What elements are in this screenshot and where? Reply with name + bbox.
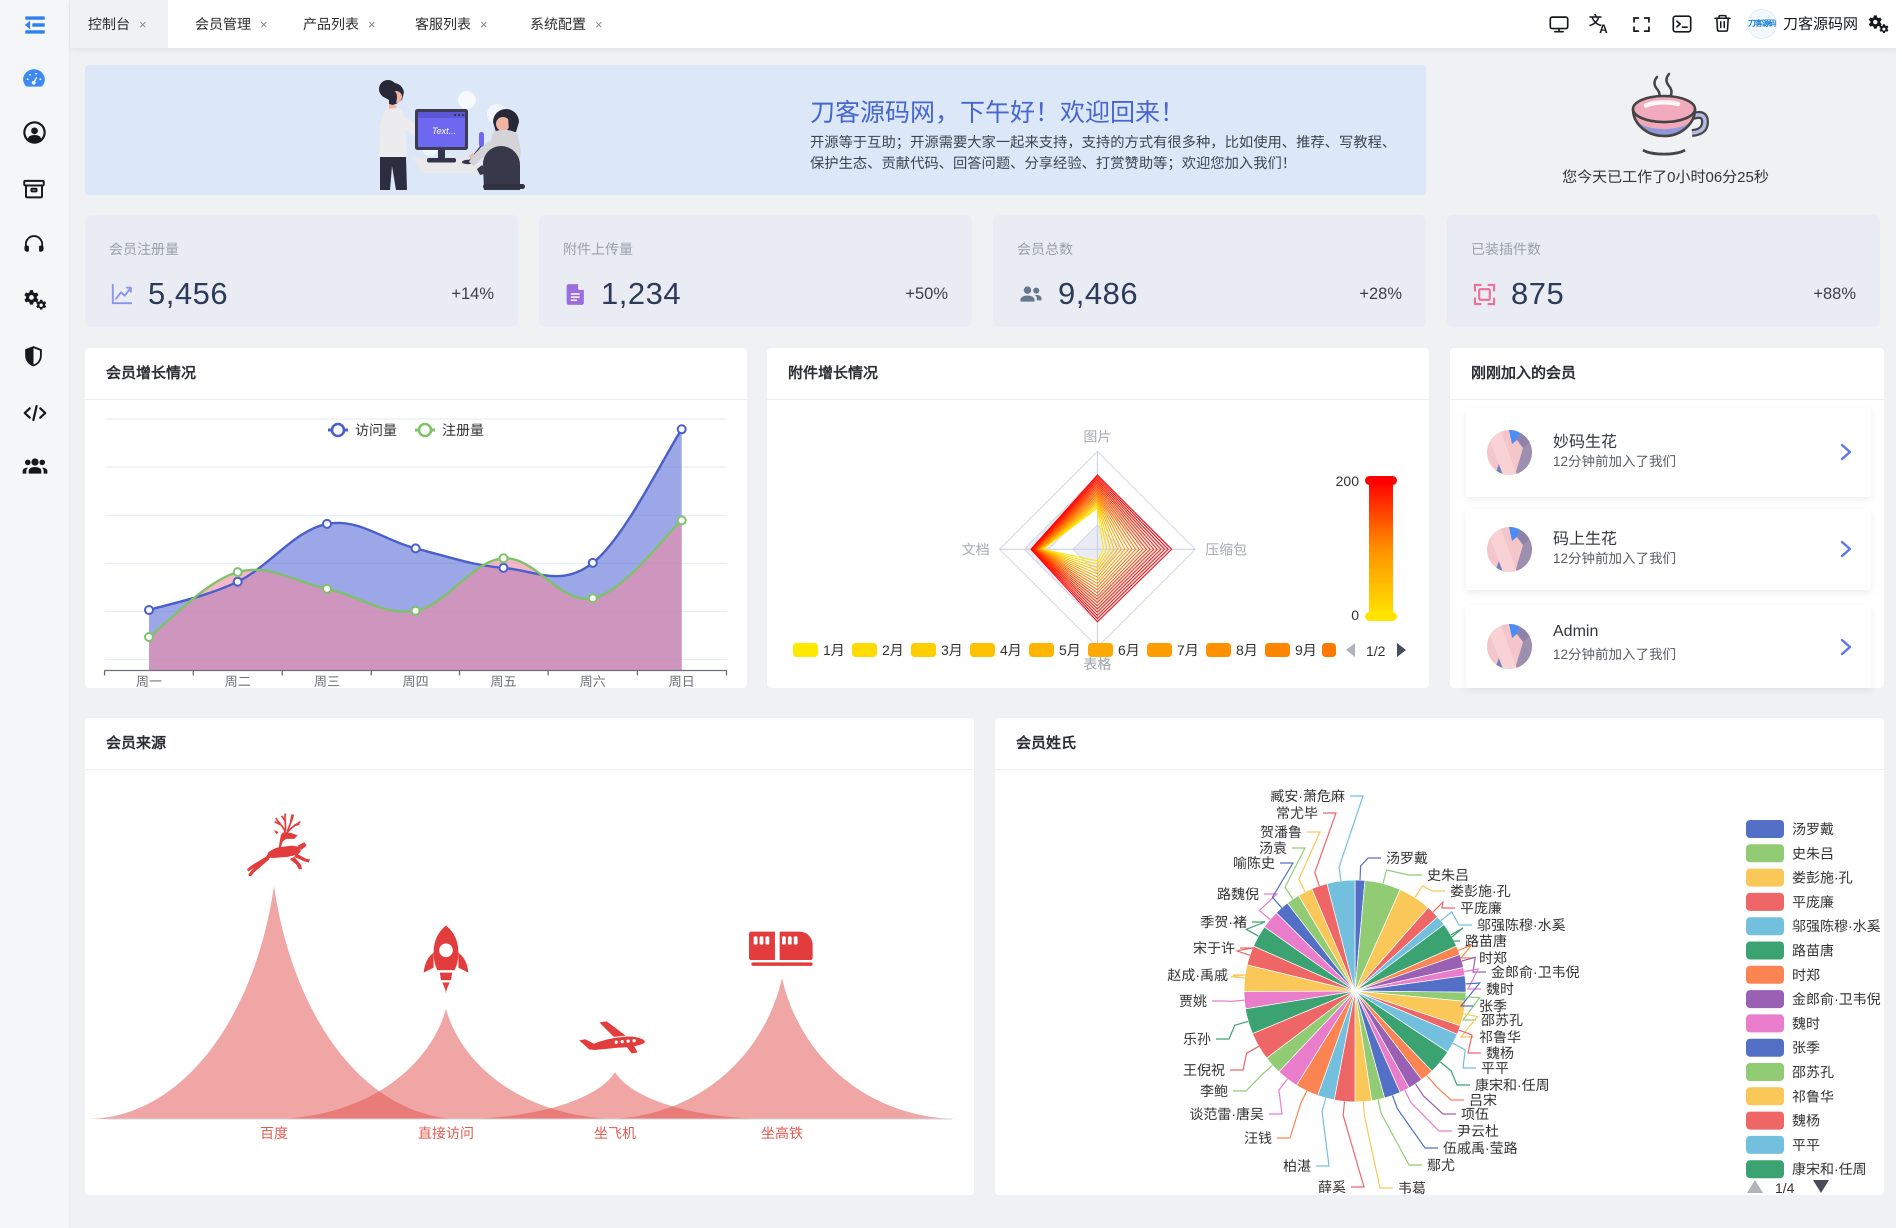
- svg-text:伍戚禹·莹路: 伍戚禹·莹路: [1443, 1140, 1518, 1156]
- svg-text:9月: 9月: [1295, 642, 1317, 658]
- svg-text:路魏倪: 路魏倪: [1217, 886, 1259, 902]
- svg-text:A: A: [1599, 22, 1608, 35]
- svg-text:时郑: 时郑: [1479, 950, 1507, 966]
- svg-text:邬强陈穆·水奚: 邬强陈穆·水奚: [1477, 917, 1566, 933]
- svg-text:表格: 表格: [1083, 656, 1111, 672]
- svg-text:路苗唐: 路苗唐: [1792, 943, 1834, 959]
- svg-text:魏杨: 魏杨: [1486, 1045, 1514, 1061]
- svg-text:季贺·褚: 季贺·褚: [1200, 914, 1247, 930]
- svg-text:常尤毕: 常尤毕: [1276, 805, 1318, 821]
- svg-text:0: 0: [1351, 607, 1359, 623]
- svg-text:平平: 平平: [1481, 1060, 1509, 1076]
- svg-text:平庞廉: 平庞廉: [1460, 900, 1502, 916]
- svg-text:祁鲁华: 祁鲁华: [1479, 1029, 1521, 1045]
- svg-text:周一: 周一: [136, 674, 162, 688]
- svg-text:周二: 周二: [225, 674, 251, 688]
- svg-text:魏杨: 魏杨: [1792, 1113, 1820, 1129]
- svg-text:李鲍: 李鲍: [1200, 1083, 1228, 1099]
- svg-text:项伍: 项伍: [1461, 1106, 1489, 1122]
- svg-text:贾姚: 贾姚: [1179, 993, 1207, 1009]
- svg-text:访问量: 访问量: [355, 422, 397, 438]
- svg-text:柏湛: 柏湛: [1283, 1158, 1311, 1174]
- svg-text:坐高铁: 坐高铁: [761, 1125, 803, 1141]
- svg-text:臧安·萧危麻: 臧安·萧危麻: [1270, 788, 1345, 804]
- svg-text:1月: 1月: [823, 642, 845, 658]
- svg-text:娄彭施·孔: 娄彭施·孔: [1450, 883, 1511, 899]
- svg-text:吕宋: 吕宋: [1469, 1092, 1497, 1108]
- svg-text:邬强陈穆·水奚: 邬强陈穆·水奚: [1792, 918, 1881, 934]
- svg-text:5月: 5月: [1059, 642, 1081, 658]
- svg-text:周四: 周四: [403, 674, 429, 688]
- svg-text:文: 文: [1589, 13, 1602, 29]
- svg-text:周日: 周日: [669, 674, 695, 688]
- svg-text:平庞廉: 平庞廉: [1792, 894, 1834, 910]
- svg-text:张季: 张季: [1479, 998, 1507, 1014]
- svg-text:表格: 表格: [1083, 656, 1111, 672]
- svg-text:注册量: 注册量: [442, 422, 484, 438]
- svg-text:祁鲁华: 祁鲁华: [1792, 1088, 1834, 1104]
- svg-text:直接访问: 直接访问: [418, 1125, 474, 1141]
- svg-text:2月: 2月: [882, 642, 904, 658]
- svg-text:Text...: Text...: [432, 126, 456, 136]
- svg-text:史朱吕: 史朱吕: [1427, 867, 1469, 883]
- svg-text:史朱吕: 史朱吕: [1792, 845, 1834, 861]
- svg-text:图片: 图片: [1083, 429, 1111, 445]
- svg-text:尹云杜: 尹云杜: [1457, 1123, 1499, 1139]
- svg-text:宋于许: 宋于许: [1193, 940, 1235, 956]
- svg-text:百度: 百度: [260, 1125, 288, 1141]
- svg-text:乐孙: 乐孙: [1183, 1031, 1211, 1047]
- svg-text:1/4: 1/4: [1775, 1180, 1795, 1195]
- svg-text:平平: 平平: [1792, 1137, 1820, 1153]
- svg-text:康宋和·任周: 康宋和·任周: [1475, 1077, 1550, 1093]
- svg-text:赵成·禹戚: 赵成·禹戚: [1167, 967, 1228, 983]
- svg-text:时郑: 时郑: [1792, 967, 1820, 983]
- svg-text:3月: 3月: [941, 642, 963, 658]
- svg-text:邵苏孔: 邵苏孔: [1792, 1064, 1834, 1080]
- svg-text:周三: 周三: [314, 674, 340, 688]
- svg-text:8月: 8月: [1236, 642, 1258, 658]
- svg-text:周五: 周五: [490, 674, 516, 688]
- svg-text:鄢尤: 鄢尤: [1427, 1157, 1455, 1173]
- svg-text:谈范雷·唐吴: 谈范雷·唐吴: [1189, 1106, 1264, 1122]
- svg-text:文档: 文档: [962, 541, 990, 557]
- svg-text:200: 200: [1336, 473, 1360, 489]
- svg-text:4月: 4月: [1000, 642, 1022, 658]
- svg-text:汪钱: 汪钱: [1244, 1130, 1272, 1146]
- svg-text:韦葛: 韦葛: [1398, 1180, 1426, 1195]
- svg-text:汤袁: 汤袁: [1259, 840, 1287, 856]
- svg-text:1/2: 1/2: [1366, 643, 1386, 659]
- svg-text:康宋和·任周: 康宋和·任周: [1792, 1161, 1867, 1177]
- svg-text:汤罗戴: 汤罗戴: [1386, 850, 1428, 866]
- svg-text:贺潘鲁: 贺潘鲁: [1260, 824, 1302, 840]
- svg-text:魏时: 魏时: [1486, 981, 1514, 997]
- svg-text:路苗唐: 路苗唐: [1465, 933, 1507, 949]
- svg-text:7月: 7月: [1177, 642, 1199, 658]
- svg-text:王倪祝: 王倪祝: [1183, 1062, 1225, 1078]
- svg-text:压缩包: 压缩包: [1205, 541, 1247, 557]
- svg-text:汤罗戴: 汤罗戴: [1792, 821, 1834, 837]
- svg-text:金郎俞·卫韦倪: 金郎俞·卫韦倪: [1491, 964, 1580, 980]
- svg-text:喻陈史: 喻陈史: [1233, 855, 1275, 871]
- svg-text:邵苏孔: 邵苏孔: [1481, 1012, 1523, 1028]
- svg-text:娄彭施·孔: 娄彭施·孔: [1792, 870, 1853, 886]
- svg-text:魏时: 魏时: [1792, 1015, 1820, 1031]
- svg-text:薛奚: 薛奚: [1318, 1179, 1346, 1195]
- svg-text:坐飞机: 坐飞机: [594, 1125, 636, 1141]
- svg-text:金郎俞·卫韦倪: 金郎俞·卫韦倪: [1792, 991, 1881, 1007]
- svg-text:6月: 6月: [1118, 642, 1140, 658]
- svg-text:周六: 周六: [580, 674, 606, 688]
- svg-text:张季: 张季: [1792, 1040, 1820, 1056]
